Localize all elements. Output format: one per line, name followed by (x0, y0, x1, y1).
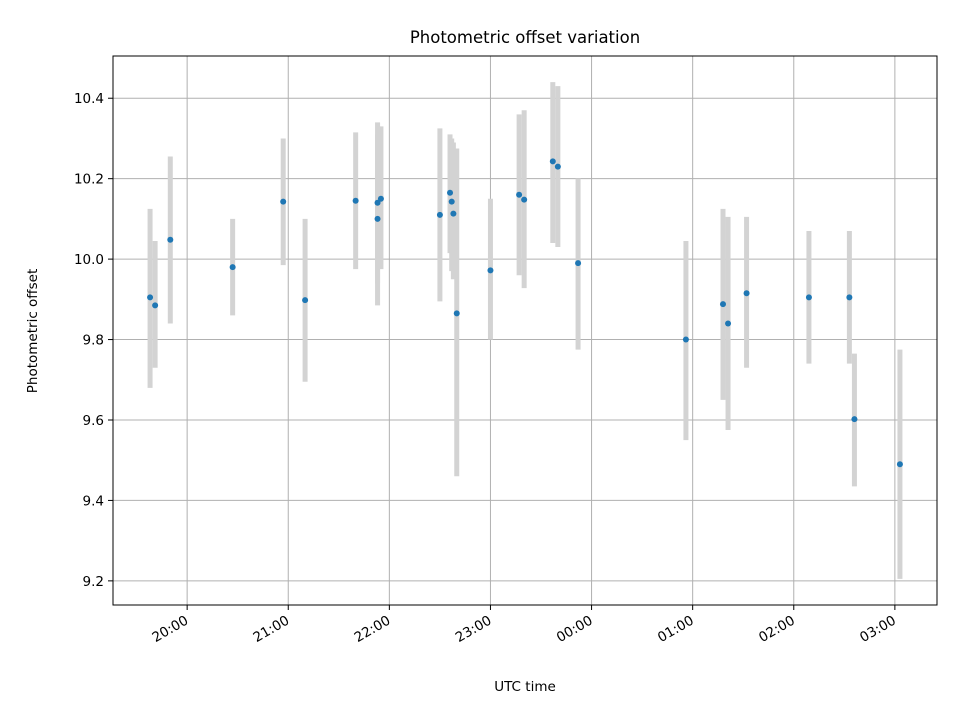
data-point (682, 336, 689, 343)
data-point (846, 294, 853, 301)
y-tick-label: 10.2 (74, 172, 104, 188)
data-point (549, 158, 556, 165)
data-point (374, 215, 381, 222)
y-tick-label: 9.4 (83, 493, 104, 509)
y-tick-label: 9.6 (83, 413, 104, 429)
data-point (352, 197, 359, 204)
data-point (147, 294, 154, 301)
data-point (575, 260, 582, 267)
y-axis-ticks: 9.2 9.4 9.6 9.8 10.0 10.2 10.4 (74, 91, 113, 590)
data-point (521, 196, 528, 203)
data-point (229, 264, 236, 271)
data-point (280, 198, 287, 205)
data-point (805, 294, 812, 301)
data-point (743, 290, 750, 297)
data-point (896, 461, 903, 468)
data-point (453, 310, 460, 317)
data-point (447, 189, 454, 196)
data-point (851, 416, 858, 423)
data-point (448, 198, 455, 205)
data-point (302, 297, 309, 304)
y-tick-label: 9.2 (83, 574, 104, 590)
x-axis-label: UTC time (494, 679, 556, 695)
data-point (516, 191, 523, 198)
data-point (487, 267, 494, 274)
y-tick-label: 10.0 (74, 252, 104, 268)
data-point (719, 301, 726, 308)
y-tick-label: 9.8 (83, 333, 104, 349)
y-axis-label: Photometric offset (25, 269, 41, 393)
data-point (152, 302, 159, 309)
data-point (377, 195, 384, 202)
data-point (167, 236, 174, 243)
chart-title: Photometric offset variation (410, 28, 640, 47)
plot-area-frame (112, 55, 938, 606)
data-point (374, 199, 381, 206)
data-points (147, 158, 903, 468)
data-point (725, 320, 732, 327)
data-point (436, 211, 443, 218)
data-point (554, 163, 561, 170)
y-tick-label: 10.4 (74, 91, 104, 107)
data-point (450, 210, 457, 217)
